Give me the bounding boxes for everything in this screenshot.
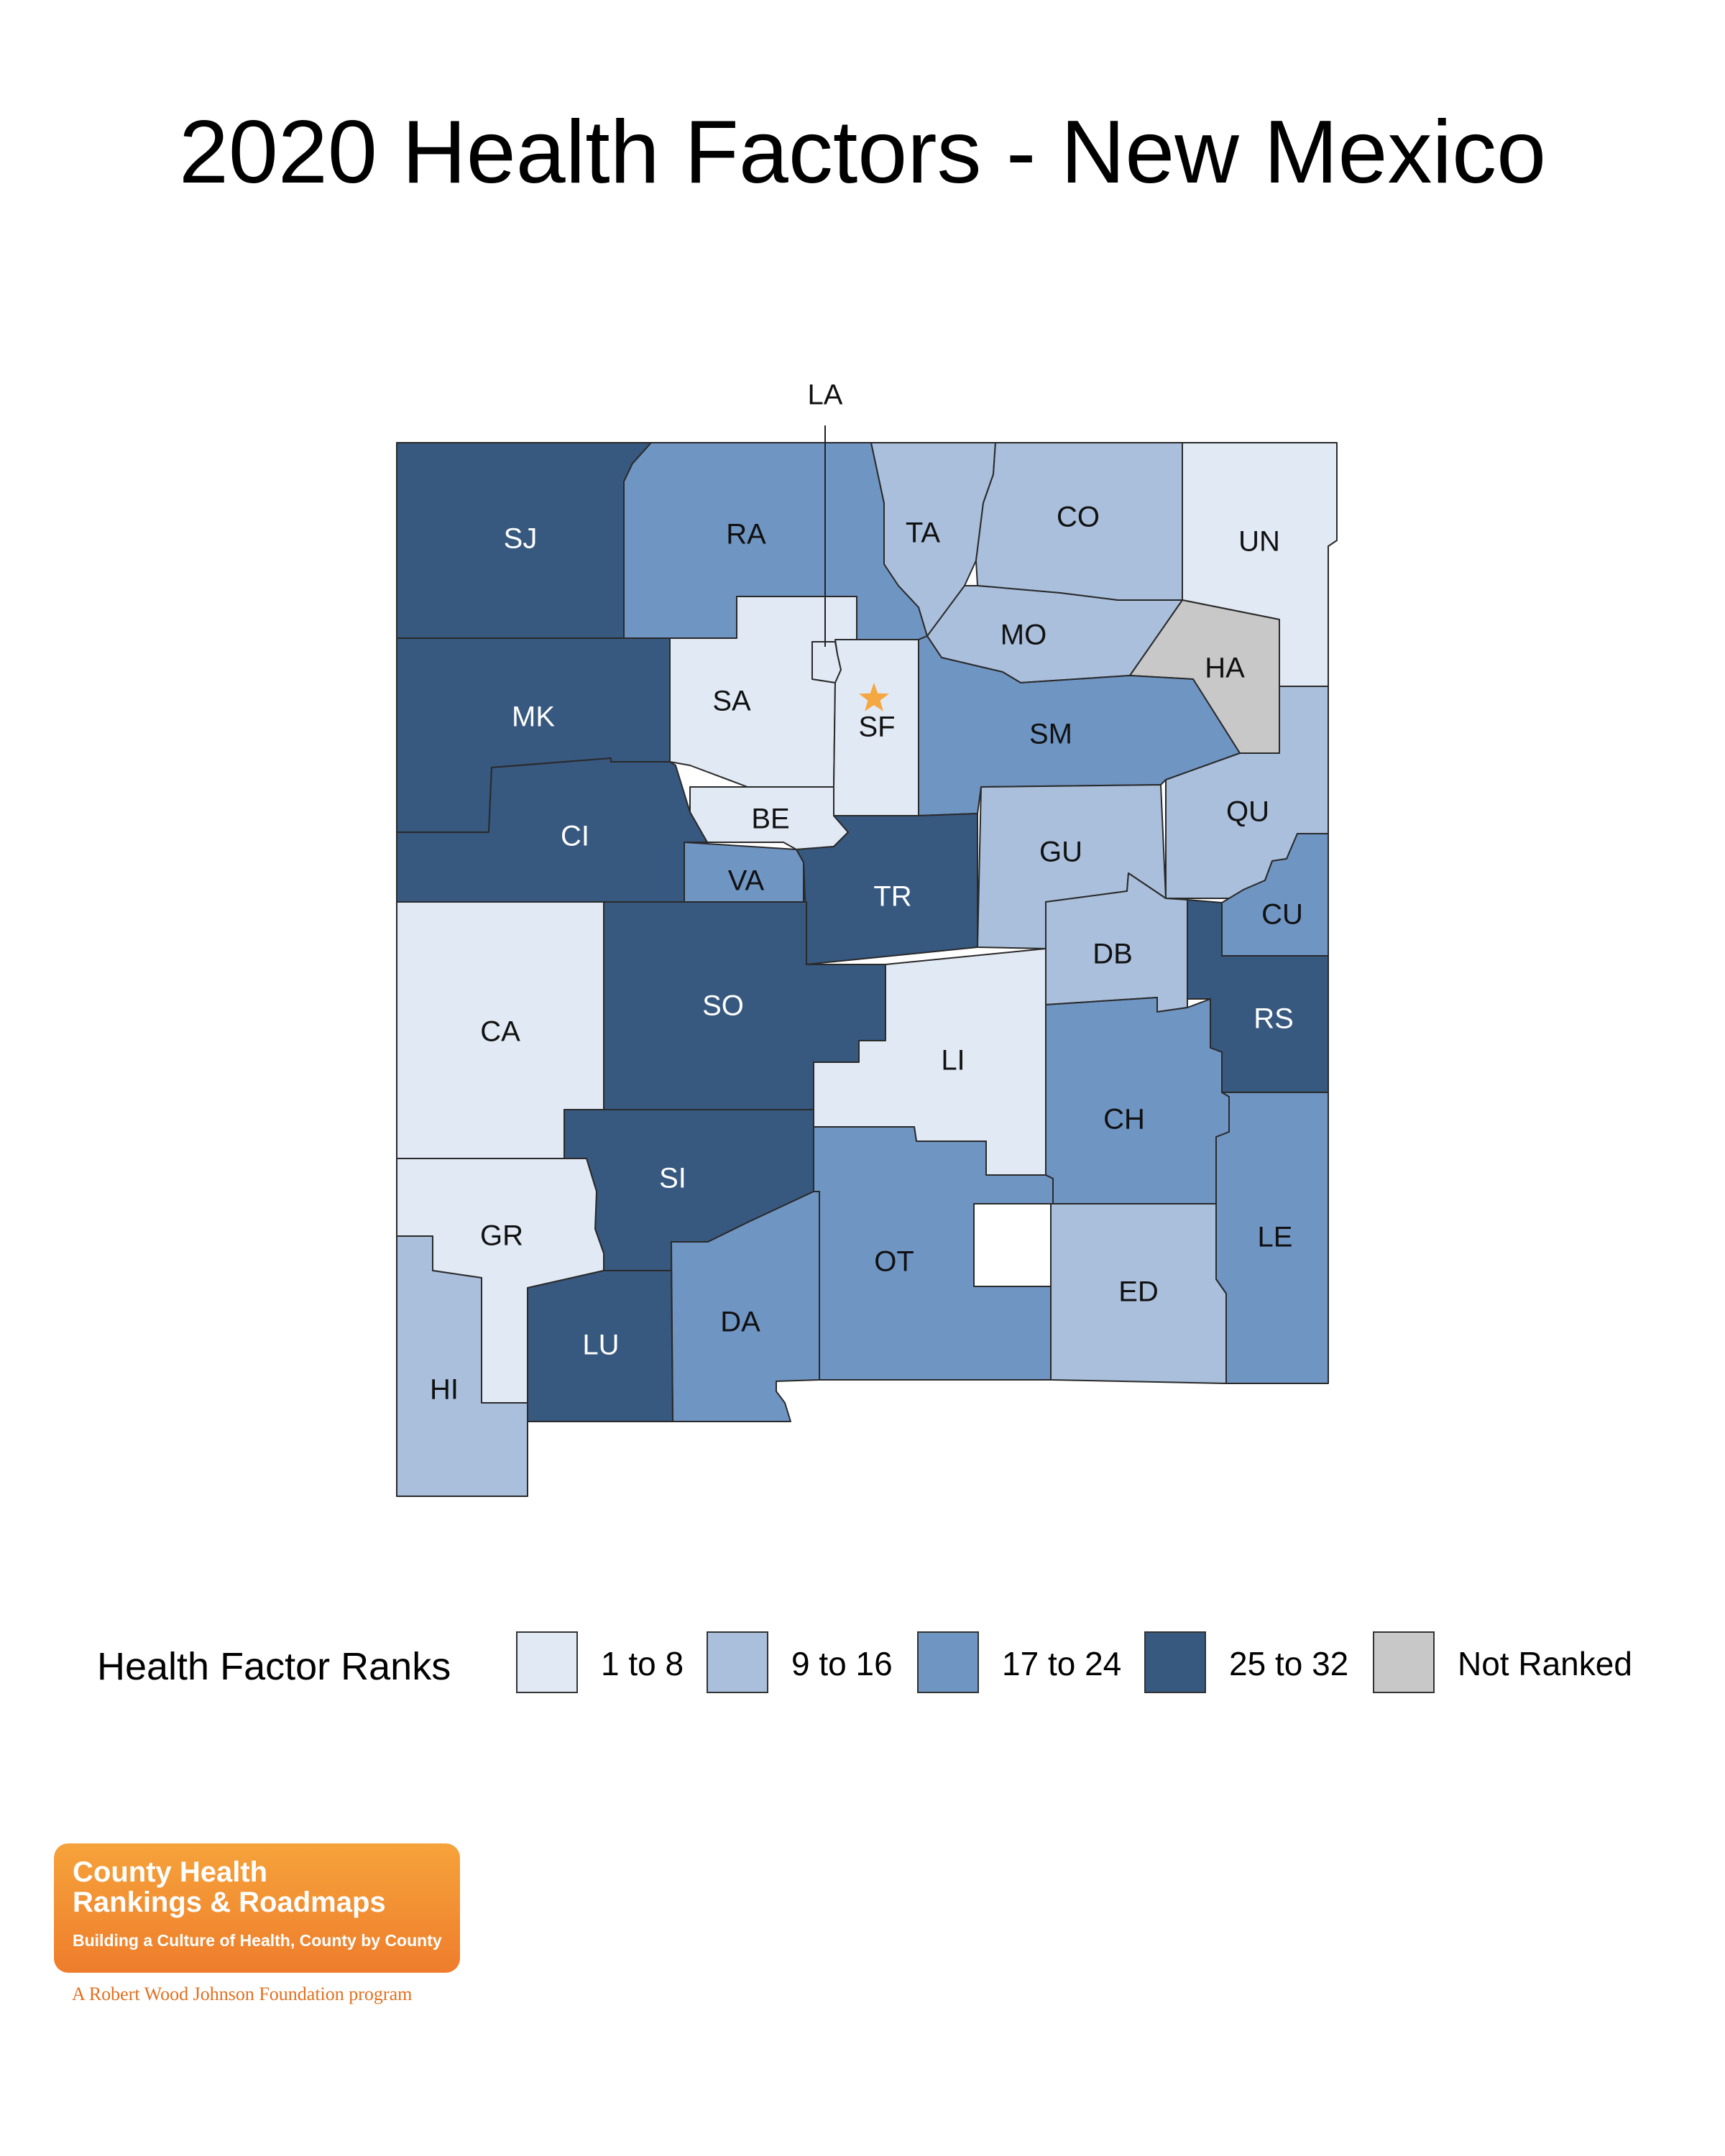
county-label-gr: GR xyxy=(480,1220,523,1252)
county-label-tr: TR xyxy=(873,881,911,913)
logo-tagline: Building a Culture of Health, County by … xyxy=(73,1931,442,1950)
state-capital-star-icon xyxy=(859,683,889,711)
legend: Health Factor Ranks 1 to 8 9 to 16 17 to… xyxy=(0,1631,1725,1703)
legend-swatch-17-to-24 xyxy=(917,1631,979,1693)
county-label-ot: OT xyxy=(874,1246,914,1278)
county-label-ha: HA xyxy=(1205,653,1245,684)
county-label-ra: RA xyxy=(726,519,766,550)
county-label-cu: CU xyxy=(1261,899,1303,931)
county-label-lu: LU xyxy=(582,1330,619,1361)
county-label-so: SO xyxy=(702,990,744,1022)
county-label-ca: CA xyxy=(480,1016,520,1048)
legend-label-17-to-24: 17 to 24 xyxy=(1002,1645,1122,1682)
county-label-mo: MO xyxy=(1000,619,1046,651)
county-label-ed: ED xyxy=(1118,1276,1159,1308)
logo-line-2: Rankings & Roadmaps xyxy=(73,1886,386,1918)
rwjf-program-text: A Robert Wood Johnson Foundation program xyxy=(72,1984,413,2004)
county-label-si: SI xyxy=(659,1163,686,1194)
county-hi xyxy=(396,1235,528,1497)
county-label-qu: QU xyxy=(1226,796,1269,828)
county-label-db: DB xyxy=(1092,939,1133,970)
legend-label-9-to-16: 9 to 16 xyxy=(791,1645,893,1682)
county-label-ch: CH xyxy=(1103,1104,1145,1135)
county-label-mk: MK xyxy=(512,701,555,733)
county-label-sj: SJ xyxy=(504,523,538,555)
county-label-va: VA xyxy=(728,865,765,897)
chrr-logo: County Health Rankings & Roadmaps Buildi… xyxy=(54,1843,460,1973)
legend-swatch-1-to-8 xyxy=(516,1631,578,1693)
county-da xyxy=(671,1191,820,1422)
county-label-co: CO xyxy=(1057,502,1100,533)
legend-swatch-not-ranked xyxy=(1373,1631,1435,1693)
county-label-li: LI xyxy=(941,1045,965,1077)
county-label-le: LE xyxy=(1258,1222,1293,1253)
county-label-rs: RS xyxy=(1254,1003,1294,1035)
county-label-be: BE xyxy=(751,803,789,835)
county-label-sa: SA xyxy=(712,686,751,717)
county-label-sf: SF xyxy=(858,711,895,743)
county-label-ta: TA xyxy=(906,517,940,549)
county-label-ci: CI xyxy=(561,821,589,852)
county-ch xyxy=(1045,997,1230,1204)
legend-title: Health Factor Ranks xyxy=(97,1645,451,1688)
legend-label-not-ranked: Not Ranked xyxy=(1458,1645,1632,1682)
county-label-sm: SM xyxy=(1029,719,1072,750)
county-label-un: UN xyxy=(1238,526,1280,558)
map-title: 2020 Health Factors - New Mexico xyxy=(178,103,1547,202)
county-label-gu: GU xyxy=(1039,837,1082,868)
legend-swatch-25-to-32 xyxy=(1144,1631,1206,1693)
county-label-hi: HI xyxy=(430,1374,459,1406)
legend-label-1-to-8: 1 to 8 xyxy=(601,1645,684,1682)
county-sm xyxy=(918,635,1241,816)
legend-label-25-to-32: 25 to 32 xyxy=(1229,1645,1349,1682)
logo-line-1: County Health xyxy=(73,1856,268,1888)
county-cu xyxy=(1221,833,1329,957)
county-label-la: LA xyxy=(808,379,843,411)
county-ed xyxy=(1050,1203,1227,1384)
legend-swatch-9-to-16 xyxy=(707,1631,768,1693)
county-label-da: DA xyxy=(720,1307,760,1338)
